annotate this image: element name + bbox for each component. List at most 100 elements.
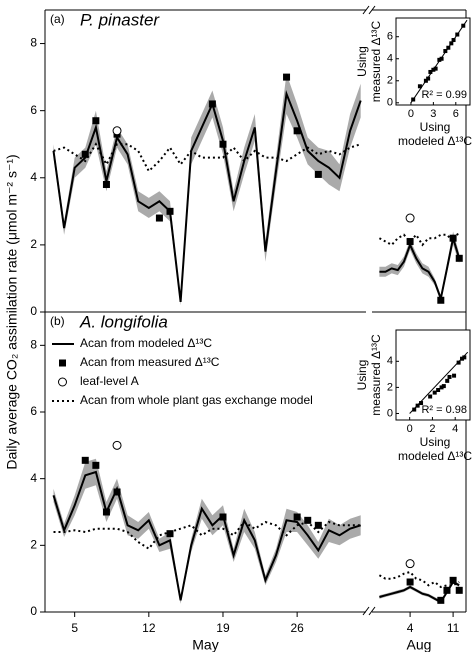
x-axis-label: Using [420,120,451,134]
y-tick-label: 0 [387,97,393,109]
scatter-point [445,378,450,383]
scatter-point [428,69,433,74]
scatter-point [455,32,460,37]
square-marker [437,596,445,604]
solid-line [379,237,461,303]
x-tick-label: 19 [216,621,230,635]
scatter-point [426,76,431,81]
scatter-point [439,56,444,61]
scatter-point [433,66,438,71]
y-tick-label: 2 [387,381,393,393]
square-marker [455,254,463,262]
scatter-point [423,78,428,83]
x-tick-label: 0 [408,108,414,120]
dotted-line [378,570,460,589]
square-marker [208,100,216,108]
square-marker [314,521,322,529]
square-marker [155,214,163,222]
legend-label: Acan from whole plant gas exchange model [80,393,313,407]
scatter-point [428,394,433,399]
y-tick-label: 2 [30,538,37,552]
x-tick-label: 6 [453,108,459,120]
scatter-point [412,407,417,412]
square-marker [113,488,121,496]
y-tick-label: 0 [30,604,37,618]
scatter-point [432,390,437,395]
scatter-point [443,49,448,54]
circle-marker [112,126,122,136]
dotted-line [53,520,361,551]
square-marker [102,180,110,188]
square-marker [166,530,174,538]
y-tick-label: 4 [387,53,393,65]
square-marker [92,461,100,469]
uncertainty-band [379,231,460,302]
uncertainty-band [53,73,361,306]
x-axis-label: modeled Δ¹³C [398,134,472,148]
y-axis-label: Using [355,46,369,77]
square-marker [293,127,301,135]
x-tick-label: 5 [71,621,78,635]
x-tick-label: 0 [407,423,413,435]
circle-marker [112,440,122,450]
x-tick-label: 2 [429,423,435,435]
square-marker [92,117,100,125]
x-tick-label: 11 [447,621,460,635]
solid-line [52,89,362,303]
y-tick-label: 2 [387,75,393,87]
inset-frame [395,329,471,421]
y-axis-label: Daily average CO₂ assimilation rate (μmo… [4,154,20,469]
square-marker [219,513,227,521]
scatter-point [441,384,446,389]
panel-title: P. pinaster [80,10,160,29]
y-axis-label: measured Δ¹³C [369,20,383,102]
circle-marker [405,559,415,569]
square-marker [81,456,89,464]
inset-frame [395,17,471,106]
x-axis-label: May [192,637,218,652]
x-axis-label: modeled Δ¹³C [398,449,472,463]
square-marker [449,576,457,584]
scatter-point [447,374,452,379]
uncertainty-band [53,458,361,604]
y-tick-label: 2 [30,237,37,251]
legend-label: Acan from modeled Δ¹³C [80,336,212,350]
legend-swatch [59,359,66,367]
square-marker [455,586,463,594]
scatter-point [446,45,451,50]
y-tick-label: 0 [30,304,37,318]
scatter-point [431,67,436,72]
x-tick-label: 4 [407,621,414,635]
r-squared: R² = 0.98 [421,404,467,416]
panel-label: (b) [50,314,65,328]
scatter-point [436,388,441,392]
y-tick-label: 6 [30,103,37,117]
y-tick-label: 4 [30,471,37,485]
square-marker [219,140,227,148]
scatter-point [415,403,420,408]
x-tick-label: 26 [290,621,304,635]
x-tick-label: 4 [452,423,458,435]
y-tick-label: 4 [387,355,393,367]
scatter-point [411,97,416,102]
square-marker [293,513,301,521]
square-marker [81,150,89,158]
x-axis-label: Aug [407,637,432,652]
dotted-line [378,230,461,247]
scatter-point [449,41,454,46]
y-tick-label: 6 [387,31,393,43]
square-marker [102,508,110,516]
scatter-point [437,57,442,62]
dotted-line [53,142,362,173]
scatter-point [451,38,456,43]
y-tick-label: 6 [30,404,37,418]
square-marker [166,207,174,215]
y-axis-label: measured Δ¹³C [369,334,383,416]
square-marker [437,296,445,304]
scatter-point [456,360,461,365]
y-tick-label: 4 [30,170,37,184]
y-axis-label: Using [355,360,369,391]
panel-title: A. longifolia [79,312,168,331]
